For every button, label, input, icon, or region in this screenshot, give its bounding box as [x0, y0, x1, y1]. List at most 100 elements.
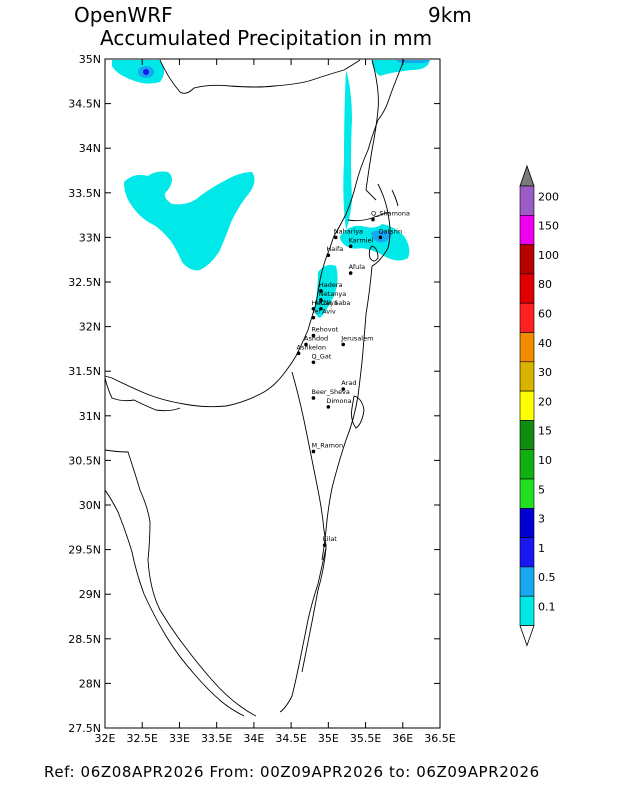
precip-areas [112, 60, 430, 318]
lat-tick-label: 35N [79, 53, 101, 66]
legend-level-label: 15 [538, 425, 552, 438]
city-label: Afula [349, 263, 365, 271]
legend-level-label: 0.1 [538, 600, 556, 613]
city-label: Karmiel [349, 236, 374, 244]
legend-level-label: 100 [538, 249, 559, 262]
kinneret [368, 245, 379, 262]
jordan-border [391, 189, 399, 207]
city-dot [371, 217, 375, 222]
precip-area-sea [124, 171, 255, 271]
time-range-footer: Ref: 06Z08APR2026 From: 00Z09APR2026 to:… [44, 763, 540, 781]
legend-top-arrow [519, 164, 535, 187]
legend-level-label: 20 [538, 395, 552, 408]
lon-tick-label: 32E [95, 732, 116, 745]
color-legend: 200 150 100 80 60 40 30 20 15 10 5 3 1 0.5 0.1 [519, 164, 559, 647]
resolution-label: 9km [428, 3, 472, 27]
city-label: M_Ramon [311, 441, 343, 449]
legend-level-label: 30 [538, 366, 552, 379]
legend-swatch [519, 302, 535, 333]
legend-swatch [519, 185, 535, 216]
lat-tick-label: 30.5N [68, 454, 101, 467]
city-label: Nahariya [334, 227, 363, 235]
model-title: OpenWRF [74, 3, 173, 27]
legend-level-label: 3 [538, 513, 545, 526]
city-dot [319, 298, 323, 302]
precip-area-coast [340, 224, 410, 261]
syria-border [365, 59, 379, 201]
city-label: Kfar Saba [319, 299, 351, 307]
lon-tick-label: 33E [169, 732, 190, 745]
lat-tick-label: 28.5N [68, 633, 101, 646]
levant-coast [104, 59, 405, 408]
city-dot [326, 253, 331, 258]
lon-tick-label: 36.5E [424, 732, 455, 745]
gulf-aqaba-east [301, 547, 327, 673]
city-label: Dimona [326, 397, 351, 405]
city-dot [341, 342, 346, 347]
city-label: Herzliya [311, 299, 337, 307]
lat-tick-label: 30N [79, 499, 101, 512]
legend-swatch [519, 420, 535, 450]
city-dot [311, 396, 316, 400]
city-dot [296, 351, 301, 356]
lat-tick-label: 33.5N [68, 187, 101, 200]
city-markers: Q_Shamona Nahariya Qatsrin Karmiel Haifa Aful… [297, 210, 410, 547]
legend-level-label: 200 [538, 190, 559, 203]
lat-tick-label: 31.5N [68, 365, 101, 378]
gulf-suez [104, 489, 245, 717]
legend-swatch [519, 332, 535, 363]
golan-border [371, 183, 391, 267]
lat-tick-label: 34.5N [68, 98, 101, 111]
jordan-valley [321, 265, 373, 561]
axis-ticks [104, 58, 441, 729]
egypt-border [291, 371, 327, 549]
city-label: Netanya [319, 290, 346, 298]
legend-swatch [519, 215, 535, 245]
legend-swatch [519, 478, 535, 509]
city-label: Arad [341, 379, 356, 387]
lat-tick-label: 31N [79, 410, 101, 423]
lat-tick-label: 29.5N [68, 544, 101, 557]
city-dot [311, 306, 316, 311]
legend-swatch [519, 361, 535, 392]
plot-frame [104, 58, 441, 729]
city-dot [326, 405, 331, 409]
city-label: Jerusalem [340, 334, 373, 342]
legend-level-label: 60 [538, 307, 552, 320]
city-dot [378, 235, 383, 240]
cyprus-coast [159, 59, 361, 94]
city-label: Eilat [323, 535, 338, 543]
city-dot [348, 271, 353, 275]
precip-area-cyprus [112, 60, 164, 84]
city-dot [319, 306, 323, 311]
egypt-coast-west [104, 377, 181, 412]
legend-level-label: 1 [538, 542, 545, 555]
legend-swatch [519, 566, 535, 597]
lon-tick-label: 33.5E [201, 732, 232, 745]
lebanon-border [347, 211, 391, 222]
lat-tick-label: 32N [79, 321, 101, 334]
city-label: Ashkelon [297, 343, 326, 351]
legend-level-label: 0.5 [538, 571, 556, 584]
legend-swatch [519, 449, 535, 480]
city-dot [319, 289, 323, 293]
city-label: Ashdod [304, 334, 328, 342]
lat-tick-label: 34N [79, 142, 101, 155]
city-dot [311, 449, 316, 454]
lon-tick-label: 34.5E [275, 732, 306, 745]
city-label: Q_Shamona [371, 210, 410, 218]
legend-level-label: 10 [538, 454, 552, 467]
city-label: Tel Aviv [310, 308, 335, 316]
city-dot [311, 333, 316, 338]
city-dot [304, 342, 308, 347]
city-label: Qatsrin [378, 227, 402, 235]
legend-bottom-arrow [519, 625, 535, 647]
city-label: Beer_Sheva [311, 388, 349, 396]
field-title: Accumulated Precipitation in mm [100, 26, 433, 50]
legend-level-label: 5 [538, 483, 545, 496]
lat-tick-label: 33N [79, 231, 101, 244]
lat-tick-label: 28N [79, 677, 101, 690]
coastlines [104, 59, 405, 717]
legend-level-label: 40 [538, 337, 552, 350]
